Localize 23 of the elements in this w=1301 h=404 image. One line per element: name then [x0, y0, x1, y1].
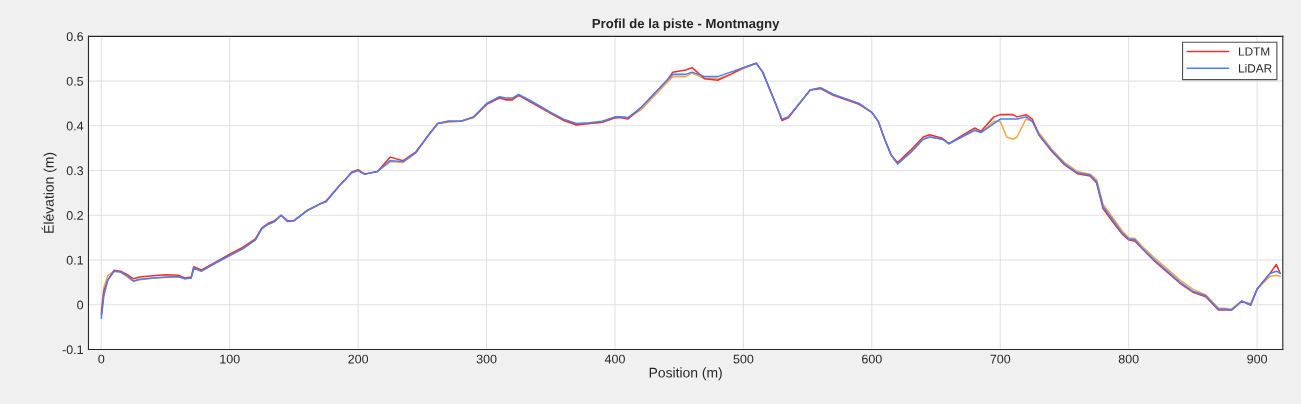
x-tick-label: 100: [220, 354, 240, 364]
y-tick-label: 0.3: [66, 166, 84, 176]
legend-label: LDTM: [1239, 47, 1270, 56]
x-tick-label: 0: [98, 354, 105, 364]
y-tick-label: 0.5: [66, 76, 84, 86]
x-tick-label: 700: [990, 354, 1011, 364]
legend-label: LiDAR: [1239, 63, 1272, 73]
x-tick-label: 500: [733, 354, 754, 364]
x-tick-label: 600: [862, 354, 882, 364]
y-tick-label: 0.4: [66, 121, 84, 131]
y-tick-label: -0.1: [62, 345, 83, 355]
x-tick-label: 300: [476, 354, 497, 364]
x-tick-label: 900: [1247, 354, 1268, 364]
y-tick-label: 0: [77, 300, 84, 310]
x-tick-label: 400: [604, 354, 625, 364]
x-tick-label: 200: [348, 354, 369, 364]
y-tick-label: 0.6: [66, 32, 84, 42]
x-tick-label: 800: [1118, 354, 1139, 364]
x-axis-title: Position (m): [649, 367, 722, 381]
y-axis-title: Élévation (m): [41, 152, 57, 233]
chart-title: Profil de la piste - Montmagny: [592, 18, 780, 31]
y-tick-label: 0.1: [66, 255, 83, 265]
y-tick-label: 0.2: [66, 211, 83, 220]
